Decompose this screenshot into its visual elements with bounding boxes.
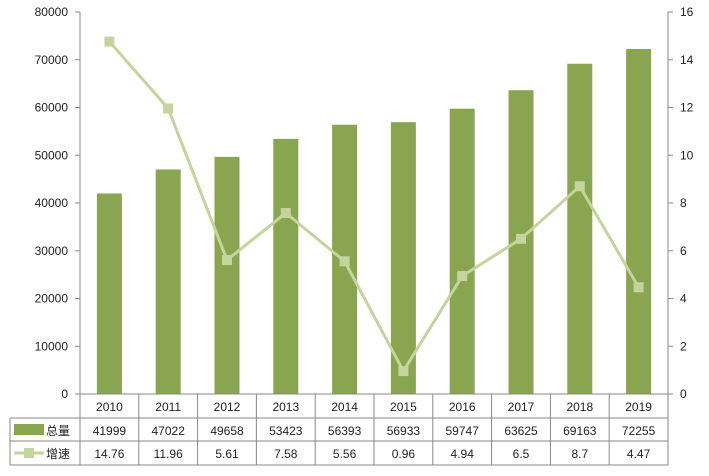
- bar: [626, 48, 652, 395]
- left-tick-label: 20000: [35, 292, 69, 306]
- bar-value-label: 69163: [563, 424, 597, 438]
- bar: [214, 156, 240, 394]
- bar: [449, 108, 475, 395]
- line-value-label: 11.96: [154, 447, 183, 461]
- right-tick-label: 2: [680, 339, 687, 353]
- category-label: 2016: [449, 400, 476, 414]
- line-value-label: 4.94: [451, 447, 475, 461]
- category-label: 2017: [508, 400, 535, 414]
- line-value-label: 4.47: [627, 447, 651, 461]
- bar: [567, 63, 593, 394]
- bar-value-label: 49658: [210, 424, 244, 438]
- right-tick-label: 16: [680, 5, 694, 19]
- line-value-label: 7.58: [274, 447, 298, 461]
- line-value-label: 0.96: [392, 447, 416, 461]
- right-tick-label: 10: [680, 148, 694, 162]
- line-marker: [457, 271, 468, 282]
- line-value-label: 6.5: [513, 447, 530, 461]
- category-label: 2010: [96, 400, 123, 414]
- right-tick-label: 14: [680, 53, 694, 67]
- legend-line-label: 增速: [46, 447, 70, 461]
- line-marker: [398, 366, 409, 377]
- bar: [96, 193, 122, 394]
- category-label: 2011: [155, 400, 181, 414]
- left-tick-label: 50000: [35, 148, 69, 162]
- line-marker: [633, 282, 644, 293]
- line-marker: [104, 36, 115, 47]
- category-label: 2014: [331, 400, 358, 414]
- category-label: 2018: [566, 400, 593, 414]
- line-marker: [516, 233, 526, 244]
- category-label: 2013: [272, 400, 299, 414]
- line-marker: [339, 256, 350, 267]
- line-marker: [222, 255, 232, 266]
- growth-line: [108, 40, 640, 375]
- bar: [155, 169, 181, 394]
- line-value-label: 5.61: [215, 447, 239, 461]
- line-marker: [163, 103, 174, 114]
- bar-value-label: 47022: [152, 424, 186, 438]
- category-label: 2015: [390, 400, 417, 414]
- right-tick-label: 6: [680, 244, 687, 258]
- legend-bar-label: 总量: [46, 424, 70, 438]
- left-tick-label: 60000: [35, 101, 69, 115]
- left-tick-label: 10000: [35, 339, 69, 353]
- line-value-label: 14.76: [94, 447, 124, 461]
- right-tick-label: 12: [680, 101, 694, 115]
- bar-value-label: 53423: [269, 424, 303, 438]
- line-value-label: 5.56: [333, 447, 357, 461]
- bar-value-label: 63625: [504, 424, 538, 438]
- left-tick-label: 40000: [35, 196, 69, 210]
- legend-bar-key: [14, 424, 44, 435]
- right-tick-label: 8: [680, 196, 687, 210]
- left-tick-label: 30000: [35, 244, 69, 258]
- line-marker: [280, 208, 291, 219]
- category-label: 2019: [625, 400, 652, 414]
- bar-value-label: 59747: [446, 424, 480, 438]
- bar-value-label: 56393: [328, 424, 362, 438]
- legend-line-marker: [24, 448, 34, 458]
- bar: [390, 122, 416, 394]
- line-value-label: 8.7: [571, 447, 588, 461]
- line-marker: [574, 181, 585, 192]
- category-label: 2012: [214, 400, 241, 414]
- right-tick-label: 0: [680, 387, 687, 401]
- left-tick-label: 80000: [35, 5, 69, 19]
- left-tick-label: 0: [61, 387, 68, 401]
- bar-value-label: 72255: [622, 424, 656, 438]
- bar: [273, 138, 299, 394]
- bar-value-label: 41999: [93, 424, 127, 438]
- left-tick-label: 70000: [35, 53, 69, 67]
- right-tick-label: 4: [680, 292, 687, 306]
- bar-value-label: 56933: [387, 424, 421, 438]
